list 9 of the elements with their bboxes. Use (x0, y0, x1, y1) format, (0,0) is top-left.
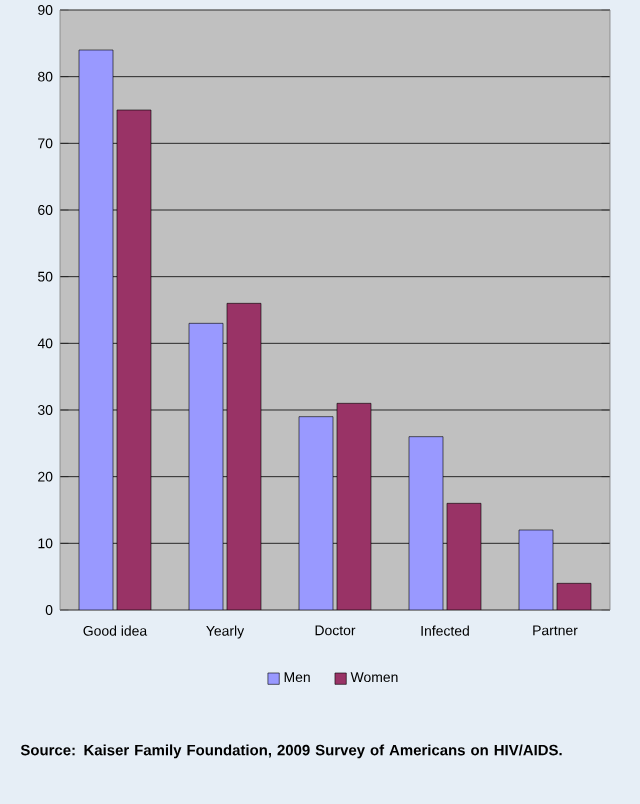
bar (518, 529, 554, 610)
bar (116, 110, 151, 610)
bar (446, 503, 482, 610)
bar (188, 323, 224, 610)
bar (79, 50, 114, 610)
bar (408, 436, 444, 610)
bar (298, 416, 334, 610)
bar (336, 403, 372, 610)
bar (226, 303, 262, 610)
